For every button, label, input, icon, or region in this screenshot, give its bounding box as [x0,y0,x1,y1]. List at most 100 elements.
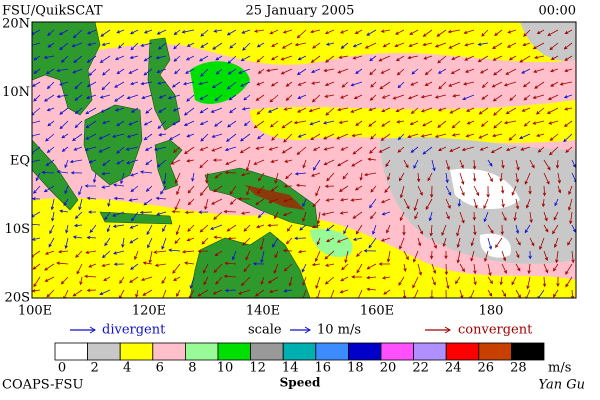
wind-arrow [204,198,209,210]
wind-arrow [254,289,265,297]
lat-label: EQ [10,154,30,169]
wind-arrow [316,237,321,246]
wind-arrow [380,29,391,33]
wind-arrow [72,133,83,142]
wind-arrow [568,185,573,195]
wind-arrow [417,224,423,235]
wind-arrow [281,146,293,154]
wind-arrow [302,159,307,169]
wind-arrow [470,237,475,247]
wind-arrow [161,289,167,298]
wind-arrow [459,159,464,169]
wind-arrow [444,263,449,276]
wind-arrow [197,289,209,297]
wind-arrow [198,81,209,86]
wind-arrow [160,185,167,195]
wind-arrow [537,146,545,153]
wind-arrow [410,107,419,115]
wind-arrow [243,224,251,232]
wind-arrow [184,68,195,74]
wind-arrow [564,55,573,61]
wind-arrow [257,68,265,74]
wind-arrow [324,81,335,87]
wind-arrow [174,68,181,75]
wind-arrow [112,133,125,138]
wind-arrow [363,249,377,253]
wind-arrow [505,107,517,115]
wind-arrow [145,107,153,114]
wind-arrow [73,223,83,228]
source: FSU/QuikSCAT [2,4,103,19]
wind-arrow [173,42,181,50]
wind-arrow [553,237,559,248]
wind-arrow [299,224,307,231]
wind-arrow [325,107,335,116]
wind-arrow [442,237,447,248]
wind-arrow [245,250,251,261]
wind-arrow [310,29,321,34]
wind-arrow [396,120,405,124]
wind-arrow [44,263,55,271]
wind-arrow [522,42,531,47]
wind-arrow [508,55,517,61]
wind-arrow [32,42,41,47]
wind-arrow [114,81,125,88]
wind-arrow [350,198,363,202]
wind-arrow [356,263,363,274]
wind-arrow [125,146,139,151]
wind-arrow [238,289,251,295]
wind-arrow [463,81,475,86]
wind-arrow [422,29,433,37]
wind-arrow [212,158,223,162]
wind-arrow [154,263,167,267]
wind-arrow [352,146,363,155]
wind-arrow [113,262,125,266]
wind-arrow [368,120,377,127]
colorbar-label: 10 [217,361,234,376]
lon-label: 100E [18,304,52,319]
wind-arrow [445,185,452,196]
wind-arrow [492,42,503,49]
wind-arrow [381,120,391,127]
wind-arrow [47,120,55,127]
wind-arrow [223,209,237,214]
wind-arrow [213,211,223,220]
wind-arrow [215,276,223,285]
wind-arrow [472,159,477,170]
divergent-arrowhead [89,326,96,334]
wind-arrow [501,211,507,222]
wind-arrow [271,55,279,61]
wind-arrow [211,133,223,138]
wind-arrow [503,120,517,125]
wind-arrow [78,198,83,211]
wind-arrow [444,250,448,260]
wind-arrow [69,159,83,164]
wind-arrow [99,94,111,99]
wind-arrow [472,172,477,182]
wind-arrow [74,81,83,90]
wind-arrow [367,157,377,162]
wind-arrow [281,120,293,129]
wind-arrow [501,159,505,169]
wind-arrow [283,289,293,293]
wind-arrow [323,159,335,166]
wind-arrow [364,172,377,177]
wind-arrow [128,198,139,202]
wind-arrow [32,237,41,241]
wind-arrow [420,133,433,138]
wind-arrow [116,29,125,34]
colorbar-label: 28 [510,361,527,376]
wind-arrow [452,94,461,98]
wind-arrow [171,81,181,88]
wind-arrow [364,42,377,49]
wind-arrow [321,211,335,216]
wind-arrow [417,185,423,196]
wind-arrow [369,94,377,101]
wind-arrow [554,198,559,207]
wind-arrow [59,81,69,86]
wind-arrow [301,289,307,298]
wind-arrow [459,289,464,298]
wind-arrow [549,133,559,141]
wind-arrow [229,185,237,195]
organization: COAPS-FSU [2,378,83,393]
